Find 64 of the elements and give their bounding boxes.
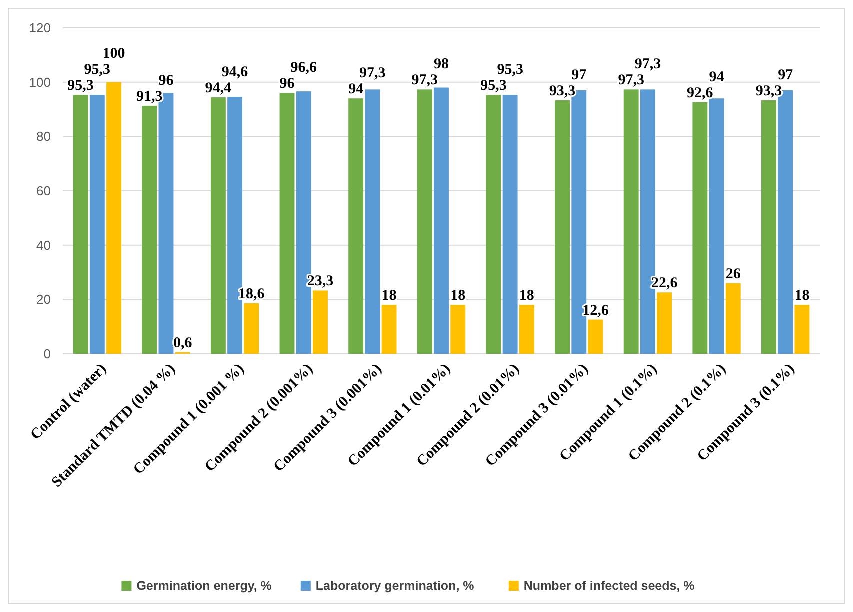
data-label: 98 bbox=[434, 56, 449, 73]
data-label: 26 bbox=[726, 266, 742, 282]
bar bbox=[657, 292, 672, 354]
data-label: 94,4 bbox=[205, 80, 232, 97]
y-tick-label: 100 bbox=[29, 74, 51, 90]
y-tick-label: 0 bbox=[44, 346, 51, 362]
data-label: 18 bbox=[450, 288, 466, 304]
legend-label: Laboratory germination, % bbox=[316, 579, 474, 593]
bar bbox=[244, 303, 260, 354]
data-label: 97,3 bbox=[618, 72, 644, 89]
bar bbox=[417, 90, 432, 354]
data-label: 100 bbox=[102, 46, 126, 62]
data-label: 95,3 bbox=[84, 62, 111, 78]
bar bbox=[555, 100, 570, 354]
data-label: 97 bbox=[572, 68, 588, 84]
y-tick-label: 20 bbox=[36, 292, 51, 308]
data-label: 97 bbox=[778, 68, 794, 84]
data-label: 96,6 bbox=[290, 60, 318, 76]
bar bbox=[90, 95, 105, 354]
data-label: 95,3 bbox=[68, 78, 94, 94]
bar bbox=[709, 98, 724, 354]
data-label: 94 bbox=[348, 82, 364, 98]
bar bbox=[692, 102, 708, 354]
bar bbox=[794, 305, 810, 354]
bar bbox=[210, 98, 226, 354]
y-tick-label: 120 bbox=[29, 20, 51, 36]
bar bbox=[502, 95, 518, 354]
data-label: 95,3 bbox=[497, 62, 524, 78]
bar bbox=[73, 95, 88, 354]
data-label: 92,6 bbox=[687, 85, 714, 102]
bar bbox=[313, 290, 328, 354]
data-label: 18 bbox=[382, 288, 397, 304]
data-label: 0,6 bbox=[173, 335, 193, 352]
bar bbox=[348, 98, 364, 354]
bar bbox=[762, 100, 776, 354]
bar bbox=[382, 305, 397, 354]
data-label: 18 bbox=[794, 288, 810, 304]
y-tick-label: 40 bbox=[36, 238, 51, 253]
bar bbox=[434, 88, 449, 354]
bar bbox=[280, 93, 295, 354]
data-label: 97,3 bbox=[634, 56, 662, 73]
legend-label: Germination energy, % bbox=[136, 579, 272, 593]
data-label: 93,3 bbox=[549, 84, 576, 100]
y-tick-label: 60 bbox=[36, 184, 51, 199]
bar bbox=[142, 106, 158, 354]
data-label: 97,3 bbox=[412, 72, 438, 89]
data-label: 96 bbox=[158, 72, 174, 89]
data-label: 95,3 bbox=[480, 78, 507, 94]
data-label: 93,3 bbox=[756, 84, 782, 100]
bar bbox=[450, 305, 466, 354]
y-tick-label: 80 bbox=[36, 129, 51, 144]
data-label: 97,3 bbox=[360, 66, 386, 82]
data-label: 96 bbox=[280, 76, 296, 92]
legend-label: Number of infected seeds, % bbox=[524, 579, 695, 593]
bar bbox=[588, 320, 604, 354]
bar bbox=[624, 90, 639, 354]
data-label: 18 bbox=[519, 288, 534, 304]
bar bbox=[486, 95, 502, 354]
bar bbox=[519, 305, 534, 354]
bar bbox=[365, 90, 380, 354]
bar bbox=[726, 283, 741, 354]
bar bbox=[106, 82, 122, 354]
data-label: 94 bbox=[709, 69, 725, 86]
data-label: 94,6 bbox=[222, 64, 249, 81]
